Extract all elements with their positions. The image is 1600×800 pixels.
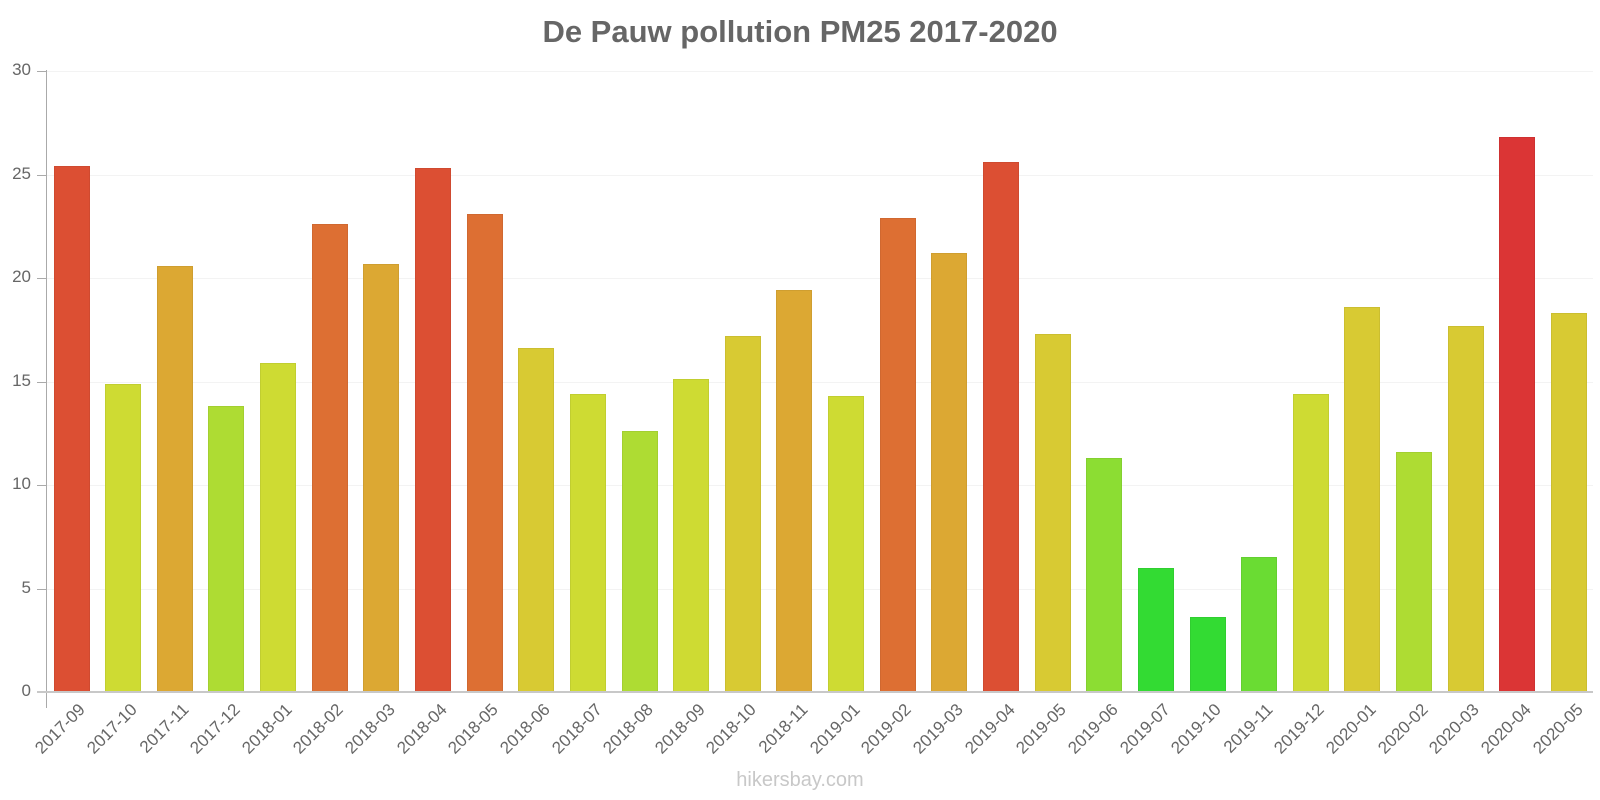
chart-title: De Pauw pollution PM25 2017-2020 <box>542 14 1058 49</box>
bar-2019-10[interactable] <box>1189 617 1226 692</box>
gridline <box>46 485 1593 486</box>
y-tick-label: 20 <box>12 267 31 286</box>
x-tick-label: 2019-12 <box>1270 700 1329 758</box>
y-tick-label: 0 <box>21 681 31 700</box>
bar-2019-06[interactable] <box>1086 458 1123 692</box>
x-tick-label: 2020-05 <box>1528 700 1587 758</box>
bar-2018-03[interactable] <box>363 263 400 692</box>
bar-2017-11[interactable] <box>156 265 193 692</box>
gridline <box>46 71 1593 72</box>
x-tick-label: 2017-12 <box>186 700 244 758</box>
y-axis-line <box>46 70 47 708</box>
bar-2019-12[interactable] <box>1292 393 1329 692</box>
bar-2020-02[interactable] <box>1396 451 1433 692</box>
x-tick-label: 2019-04 <box>960 700 1019 758</box>
y-tick-label: 10 <box>12 474 31 493</box>
plot-area <box>46 71 1593 692</box>
bar-2020-03[interactable] <box>1447 325 1484 692</box>
bar-2019-11[interactable] <box>1241 557 1278 692</box>
bar-2017-09[interactable] <box>53 166 90 692</box>
bar-2018-04[interactable] <box>414 168 451 692</box>
x-tick-label: 2020-04 <box>1477 700 1535 758</box>
gridline <box>46 174 1593 176</box>
bar-2017-12[interactable] <box>208 406 245 692</box>
y-tick-mark <box>37 485 46 486</box>
bar-2018-10[interactable] <box>724 335 761 692</box>
gridline <box>46 278 1593 279</box>
bar-2019-03[interactable] <box>931 253 968 692</box>
x-tick-label: 2020-03 <box>1425 700 1484 758</box>
x-tick-label: 2018-11 <box>755 700 812 757</box>
bar-2019-02[interactable] <box>879 217 916 692</box>
y-tick-mark <box>37 278 46 279</box>
bar-2018-09[interactable] <box>673 379 710 692</box>
y-tick-label: 15 <box>12 370 31 390</box>
x-tick-label: 2020-02 <box>1373 700 1432 758</box>
y-tick-mark <box>37 382 46 383</box>
bar-2018-06[interactable] <box>518 348 555 692</box>
x-tick-label: 2018-02 <box>289 700 348 758</box>
y-tick-label: 30 <box>12 60 31 79</box>
x-tick-label: 2018-06 <box>496 700 554 758</box>
x-tick-label: 2018-01 <box>237 700 296 758</box>
y-tick-mark <box>37 589 46 590</box>
gridline <box>46 381 1593 383</box>
x-tick-label: 2018-08 <box>599 700 657 758</box>
x-tick-label: 2019-11 <box>1219 700 1277 757</box>
x-tick-label: 2019-01 <box>805 700 864 758</box>
x-axis-line <box>37 691 1593 693</box>
watermark: hikersbay.com <box>736 769 864 791</box>
x-tick-label: 2018-05 <box>444 700 503 758</box>
bar-2019-04[interactable] <box>982 162 1019 692</box>
bar-2019-07[interactable] <box>1137 567 1174 692</box>
x-tick-label: 2019-06 <box>1064 700 1122 758</box>
bar-2019-01[interactable] <box>828 396 865 692</box>
x-tick-label: 2017-09 <box>31 700 89 758</box>
y-tick-label: 5 <box>21 577 31 597</box>
bar-2020-04[interactable] <box>1499 137 1536 692</box>
x-tick-label: 2020-01 <box>1322 700 1380 758</box>
x-tick-label: 2019-07 <box>1115 700 1174 758</box>
x-tick-label: 2018-10 <box>702 700 761 758</box>
x-tick-label: 2018-09 <box>651 700 709 758</box>
bar-2020-01[interactable] <box>1344 306 1381 692</box>
x-tick-label: 2017-11 <box>135 700 193 757</box>
x-tick-label: 2018-03 <box>341 700 399 758</box>
bar-2019-05[interactable] <box>1034 333 1071 692</box>
bar-2018-08[interactable] <box>621 431 658 692</box>
y-tick-mark <box>37 175 46 176</box>
bar-2017-10[interactable] <box>105 383 142 692</box>
bar-2018-11[interactable] <box>776 290 813 692</box>
bar-2020-05[interactable] <box>1551 313 1587 692</box>
x-tick-label: 2019-03 <box>909 700 967 758</box>
x-tick-label: 2018-07 <box>547 700 606 758</box>
x-tick-label: 2019-02 <box>857 700 916 758</box>
x-tick-label: 2019-10 <box>1167 700 1225 758</box>
bar-2018-05[interactable] <box>466 213 503 692</box>
bar-2018-01[interactable] <box>260 362 297 692</box>
y-tick-label: 25 <box>12 163 31 183</box>
x-tick-label: 2018-04 <box>392 700 451 758</box>
x-tick-label: 2019-05 <box>1012 700 1071 758</box>
gridline <box>46 588 1593 590</box>
bar-2018-07[interactable] <box>569 393 606 692</box>
y-tick-mark <box>37 71 46 72</box>
bar-2018-02[interactable] <box>311 224 348 692</box>
x-tick-label: 2017-10 <box>83 700 141 758</box>
